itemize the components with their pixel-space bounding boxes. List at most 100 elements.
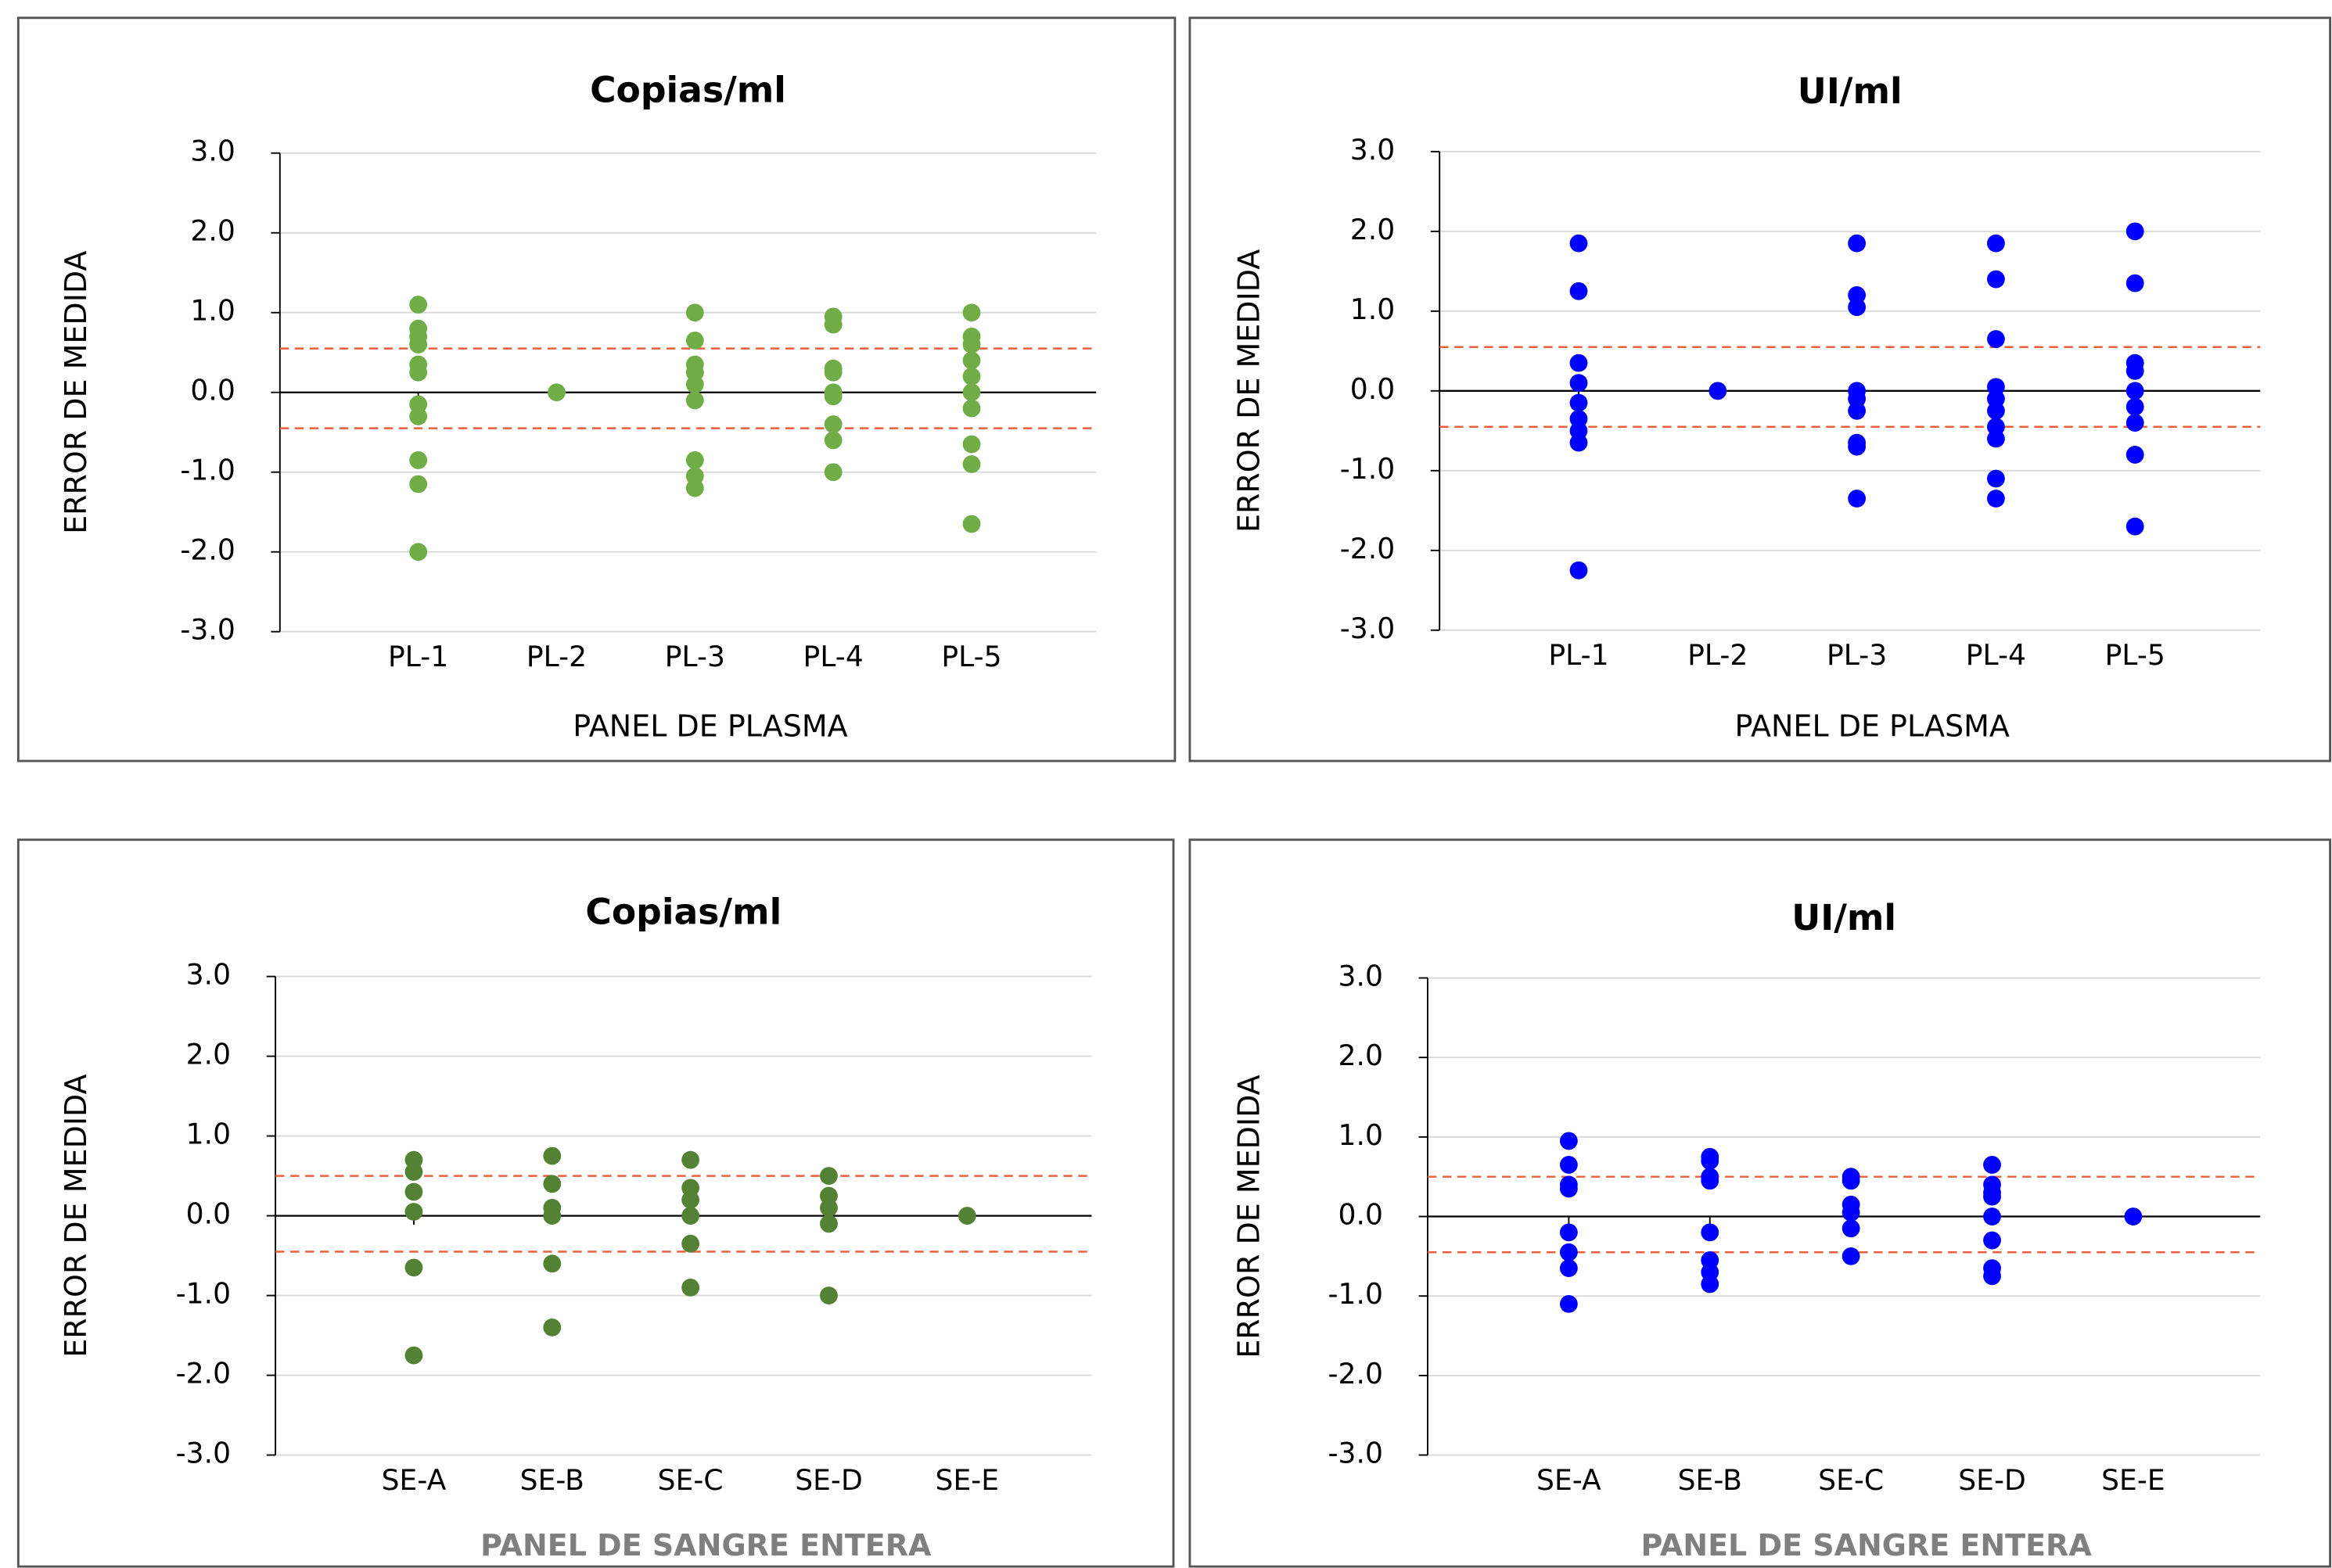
chart-title: Copias/ml (590, 69, 786, 110)
data-point (685, 391, 704, 410)
data-point (962, 435, 981, 454)
data-point (1569, 561, 1588, 579)
data-point (962, 515, 981, 533)
data-point (404, 1346, 423, 1365)
data-point (1709, 382, 1727, 400)
data-point (1987, 429, 2005, 448)
y-axis-label: ERROR DE MEDIDA (59, 1074, 93, 1357)
chart-title: UI/ml (1791, 897, 1896, 938)
data-point (2125, 517, 2144, 536)
y-tick-label: 2.0 (1338, 1039, 1383, 1072)
x-tick-label: PL-5 (2105, 638, 2165, 672)
data-point (824, 387, 843, 406)
data-point (685, 451, 704, 469)
y-tick-label: 1.0 (186, 1118, 231, 1151)
chart: Copias/ml ERROR DE MEDIDA PANEL DE SANGRE … (16, 838, 1175, 1568)
data-point (2125, 222, 2144, 241)
y-tick-label: 3.0 (190, 135, 235, 168)
y-tick-label: -2.0 (1328, 1357, 1383, 1390)
data-point (685, 375, 704, 393)
data-point (1701, 1172, 1719, 1190)
data-point (962, 455, 981, 473)
data-point (1848, 298, 1867, 317)
x-tick-label: PL-4 (1966, 638, 2026, 672)
data-point (1569, 393, 1588, 412)
data-point (1559, 1243, 1578, 1261)
data-point (2125, 274, 2144, 292)
y-axis-label: ERROR DE MEDIDA (1231, 1075, 1266, 1358)
data-point (1983, 1267, 2001, 1286)
y-tick-label: -2.0 (176, 1357, 231, 1390)
data-point (1569, 374, 1588, 393)
data-point (1559, 1156, 1578, 1174)
x-tick-label: SE-A (1536, 1463, 1601, 1497)
data-point (1987, 401, 2005, 420)
y-tick-label: 0.0 (186, 1197, 231, 1231)
y-tick-label: -2.0 (1340, 532, 1395, 565)
data-point (685, 332, 704, 350)
y-tick-label: 0.0 (190, 374, 235, 407)
data-point (820, 1167, 838, 1185)
data-point (1842, 1247, 1860, 1265)
data-point (2125, 361, 2144, 380)
x-tick-label: PL-2 (526, 640, 587, 673)
y-axis-label: ERROR DE MEDIDA (59, 251, 93, 534)
data-point (962, 351, 981, 370)
data-point (685, 303, 704, 322)
data-point (1983, 1156, 2001, 1174)
data-point (820, 1286, 838, 1304)
data-point (2125, 414, 2144, 432)
chart-frame (1188, 838, 2331, 1568)
data-point (958, 1207, 976, 1225)
data-point (1987, 469, 2005, 488)
x-axis-label: PANEL DE SANGRE ENTERA (480, 1528, 932, 1563)
data-point (962, 303, 981, 322)
y-tick-label: -1.0 (176, 1277, 231, 1311)
data-point (681, 1207, 700, 1225)
data-point (1848, 437, 1867, 456)
data-point (962, 399, 981, 418)
data-point (962, 367, 981, 386)
x-tick-label: PL-5 (941, 640, 1001, 673)
x-axis-label: PANEL DE SANGRE ENTERA (1641, 1528, 2093, 1563)
x-tick-label: PL-2 (1687, 638, 1748, 672)
chart: Copias/ml ERROR DE MEDIDA PANEL DE PLASMA -… (16, 16, 1177, 762)
data-point (404, 1203, 423, 1221)
y-tick-label: -1.0 (1340, 452, 1395, 486)
data-point (2125, 382, 2144, 400)
data-point (543, 1318, 562, 1337)
x-tick-label: SE-D (1958, 1463, 2026, 1497)
y-tick-label: -3.0 (180, 613, 235, 647)
chart-frame (16, 838, 1175, 1568)
y-tick-label: 2.0 (190, 214, 235, 248)
x-tick-label: SE-C (658, 1463, 724, 1497)
data-point (1848, 401, 1867, 420)
data-point (1569, 433, 1588, 452)
y-tick-label: 3.0 (1338, 960, 1383, 993)
y-tick-label: 2.0 (186, 1038, 231, 1071)
data-point (962, 383, 981, 402)
data-point (1559, 1294, 1578, 1313)
x-axis-label: PANEL DE PLASMA (573, 709, 847, 744)
data-point (1569, 234, 1588, 253)
y-tick-label: 3.0 (186, 958, 231, 992)
data-point (820, 1198, 838, 1217)
data-point (1559, 1132, 1578, 1150)
data-point (409, 335, 428, 353)
y-tick-label: -3.0 (1340, 612, 1395, 645)
x-tick-label: PL-4 (803, 640, 864, 673)
data-point (824, 415, 843, 433)
data-point (1701, 1275, 1719, 1294)
chart: UI/ml ERROR DE MEDIDA PANEL DE PLASMA -3.0 -… (1188, 16, 2331, 762)
data-point (1569, 282, 1588, 300)
x-tick-label: PL-3 (1827, 638, 1887, 672)
x-tick-label: PL-1 (388, 640, 448, 673)
data-point (685, 479, 704, 497)
data-point (1701, 1151, 1719, 1170)
chart: UI/ml ERROR DE MEDIDA PANEL DE SANGRE ENTE… (1188, 838, 2331, 1568)
chart-frame (16, 16, 1177, 762)
y-tick-label: -1.0 (180, 454, 235, 487)
data-point (1983, 1207, 2001, 1225)
y-tick-label: 2.0 (1350, 213, 1395, 246)
data-point (1983, 1231, 2001, 1250)
